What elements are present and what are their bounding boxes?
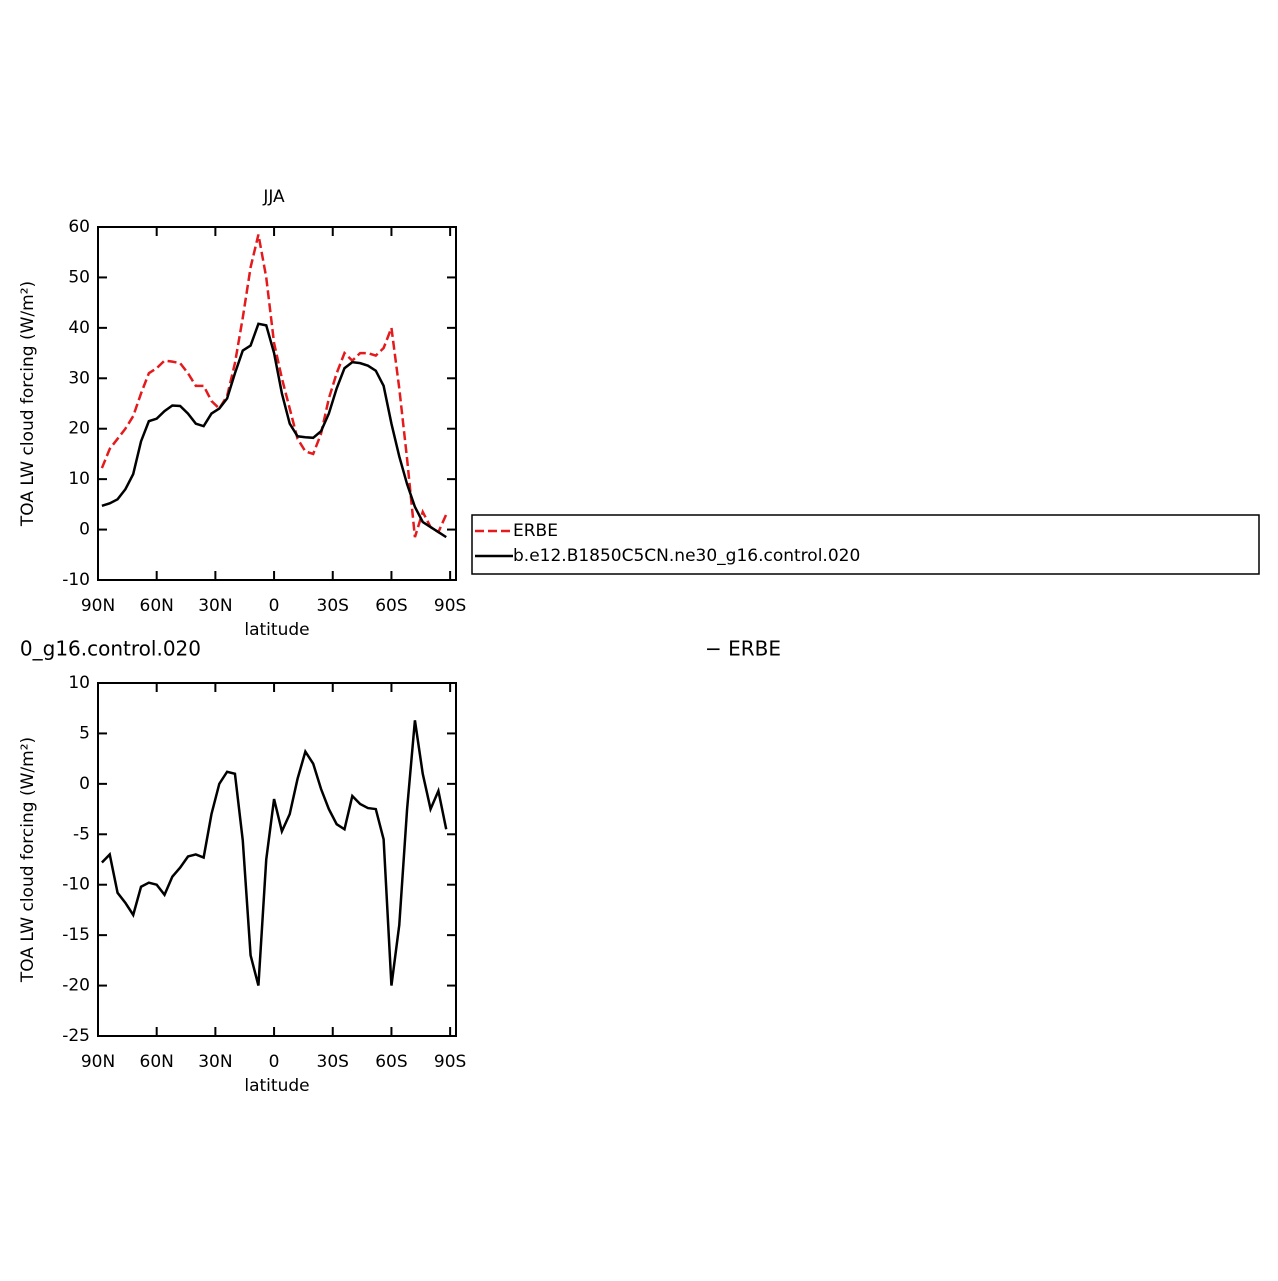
y-tick-label: -5 bbox=[73, 824, 90, 844]
y-tick-label: 60 bbox=[68, 217, 90, 237]
x-tick-label: 0 bbox=[269, 1052, 280, 1072]
y-tick-label: 30 bbox=[68, 368, 90, 388]
plot-frame bbox=[97, 226, 457, 581]
y-tick-label: 5 bbox=[79, 723, 90, 743]
chart-title-right: − ERBE bbox=[705, 637, 781, 661]
data-line bbox=[100, 234, 448, 538]
y-tick-label: -10 bbox=[62, 875, 90, 895]
y-tick-label: -20 bbox=[62, 976, 90, 996]
x-tick-label: 60N bbox=[140, 596, 174, 616]
x-tick-label: 30S bbox=[317, 596, 349, 616]
x-tick-label: 90S bbox=[434, 596, 466, 616]
plot-frame bbox=[97, 682, 457, 1037]
x-tick-label: 60S bbox=[375, 1052, 407, 1072]
data-line bbox=[101, 322, 447, 539]
y-tick-label: -15 bbox=[62, 925, 90, 945]
x-tick-label: 60N bbox=[140, 1052, 174, 1072]
legend-box bbox=[471, 514, 1260, 575]
x-tick-label: 60S bbox=[375, 596, 407, 616]
chart-title: JJA bbox=[262, 187, 285, 207]
x-tick-label: 90S bbox=[434, 1052, 466, 1072]
x-tick-label: 0 bbox=[269, 596, 280, 616]
y-axis-label: TOA LW cloud forcing (W/m²) bbox=[18, 737, 38, 983]
legend-label: b.e12.B1850C5CN.ne30_g16.control.020 bbox=[513, 546, 860, 566]
x-tick-label: 30S bbox=[317, 1052, 349, 1072]
data-line bbox=[101, 720, 448, 986]
y-axis-label: TOA LW cloud forcing (W/m²) bbox=[18, 281, 38, 527]
x-axis-label: latitude bbox=[244, 1076, 309, 1096]
chart-title-left: 0_g16.control.020 bbox=[20, 637, 201, 661]
y-tick-label: 0 bbox=[79, 520, 90, 540]
y-tick-label: 0 bbox=[79, 774, 90, 794]
x-tick-label: 90N bbox=[81, 1052, 115, 1072]
x-tick-label: 30N bbox=[198, 1052, 232, 1072]
x-axis-label: latitude bbox=[244, 620, 309, 640]
y-tick-label: -25 bbox=[62, 1026, 90, 1046]
y-tick-label: 10 bbox=[68, 469, 90, 489]
x-tick-label: 30N bbox=[198, 596, 232, 616]
legend-label: ERBE bbox=[513, 521, 558, 541]
x-tick-label: 90N bbox=[81, 596, 115, 616]
y-tick-label: 10 bbox=[68, 673, 90, 693]
y-tick-label: 50 bbox=[68, 267, 90, 287]
y-tick-label: 20 bbox=[68, 419, 90, 439]
y-tick-label: 40 bbox=[68, 318, 90, 338]
y-tick-label: -10 bbox=[62, 570, 90, 590]
